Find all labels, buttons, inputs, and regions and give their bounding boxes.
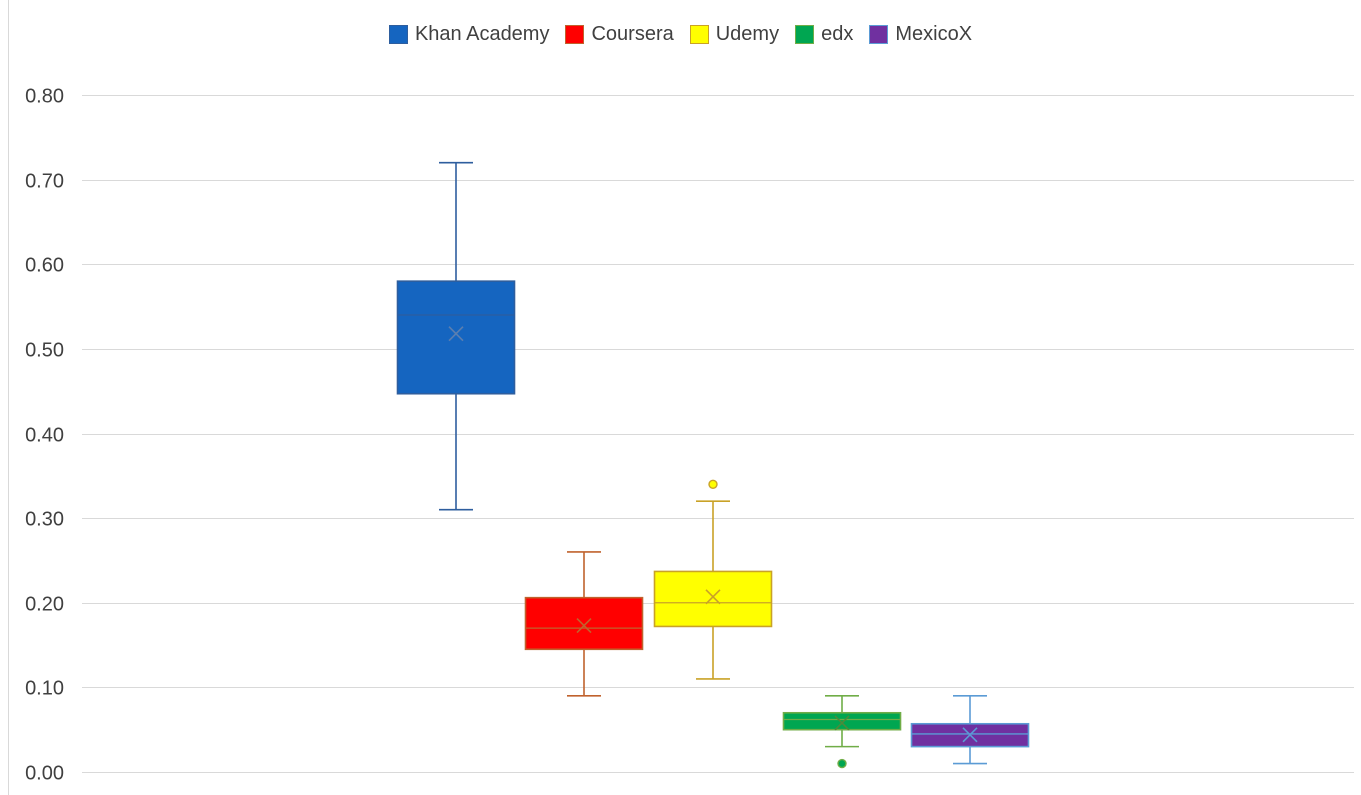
legend-item-edx: edx [795, 22, 853, 46]
legend-swatch-udemy [689, 24, 709, 44]
khan-academy-mean-marker [448, 326, 464, 342]
udemy-box [653, 570, 773, 628]
legend-swatch-edx [795, 24, 815, 44]
legend-swatch-mexicox [869, 24, 889, 44]
legend-item-mexicox: MexicoX [869, 22, 972, 46]
udemy-mean-marker [705, 589, 721, 605]
legend-item-coursera: Coursera [565, 22, 674, 46]
edx-box [782, 711, 902, 731]
left-border-line [8, 0, 9, 795]
y-tick-label: 0.10 [25, 678, 64, 700]
legend-label-coursera: Coursera [591, 23, 674, 45]
edx-mean-marker [834, 715, 850, 731]
y-tick-label: 0.50 [25, 340, 64, 362]
y-tick-label: 0.70 [25, 171, 64, 193]
legend-item-khan-academy: Khan Academy [388, 22, 550, 46]
legend-label-mexicox: MexicoX [895, 23, 973, 45]
khan-academy-box [396, 280, 516, 395]
legend-label-edx: edx [821, 23, 854, 45]
y-tick-label: 0.30 [25, 509, 64, 531]
legend-swatch-coursera [565, 24, 585, 44]
legend-label-khan-academy: Khan Academy [414, 23, 550, 45]
coursera-mean-marker [576, 618, 592, 634]
y-tick-label: 0.60 [25, 255, 64, 277]
coursera-box [524, 596, 644, 651]
legend-label-udemy: Udemy [715, 23, 780, 45]
legend: Khan Academy Coursera Udemy edx MexicoX [0, 22, 1361, 46]
y-tick-label: 0.20 [25, 594, 64, 616]
mexicox-mean-marker [962, 727, 978, 743]
y-tick-label: 0.80 [25, 86, 64, 108]
y-tick-label: 0.40 [25, 425, 64, 447]
legend-item-udemy: Udemy [689, 22, 780, 46]
edx-outlier-point [837, 758, 847, 769]
legend-swatch-khan-academy [388, 24, 408, 44]
udemy-outlier-point [708, 479, 718, 489]
y-tick-label: 0.00 [25, 763, 64, 785]
